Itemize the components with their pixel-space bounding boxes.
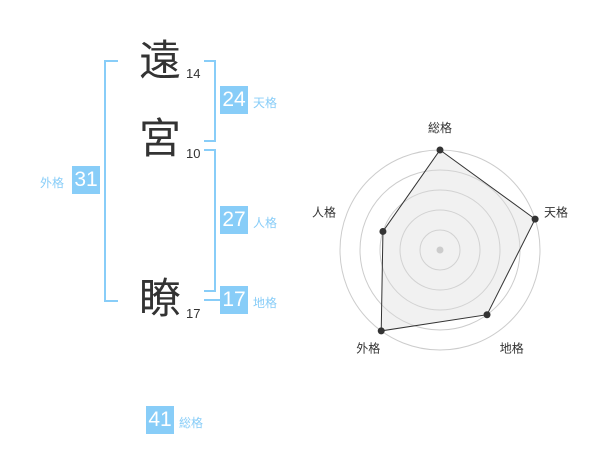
chikaku-label: 地格: [253, 296, 278, 310]
gaikaku-label: 外格: [40, 176, 65, 190]
data-point-1: [436, 146, 444, 154]
name-char-3: 瞭: [138, 274, 181, 323]
axis-label: 天格: [544, 204, 568, 219]
jinkaku-bracket: [204, 149, 216, 292]
tenkaku-bracket: [204, 60, 216, 142]
stroke-count-2: 10: [186, 146, 201, 161]
tenkaku-label: 天格: [253, 96, 278, 110]
gaikaku-value: 31: [72, 166, 100, 194]
tenkaku-value: 24: [220, 86, 248, 114]
data-point-4: [377, 327, 385, 335]
grid-ring-2: [399, 209, 481, 291]
axis-label: 地格: [500, 341, 524, 356]
data-polygon: [380, 149, 536, 332]
jinkaku-label: 人格: [253, 216, 278, 230]
data-point-3: [483, 311, 491, 319]
chikaku-value: 17: [220, 286, 248, 314]
stroke-count-1: 14: [186, 66, 201, 81]
gaikaku-bracket: [104, 60, 118, 302]
stroke-count-3: 17: [186, 306, 201, 321]
axis-label: 総格: [428, 120, 452, 135]
name-char-2: 宮: [138, 114, 181, 163]
soukaku-label: 総格: [179, 416, 204, 430]
data-point-5: [379, 227, 387, 235]
center-dot: [436, 246, 444, 254]
jinkaku-value: 27: [220, 206, 248, 234]
soukaku-value: 41: [146, 406, 174, 434]
grid-ring-1: [419, 229, 461, 271]
axis-label: 外格: [356, 341, 380, 356]
data-point-2: [531, 215, 539, 223]
name-char-1: 遠: [138, 36, 181, 85]
axis-label: 人格: [312, 204, 336, 219]
grid-ring-3: [379, 189, 501, 311]
chikaku-connector: [204, 299, 220, 301]
